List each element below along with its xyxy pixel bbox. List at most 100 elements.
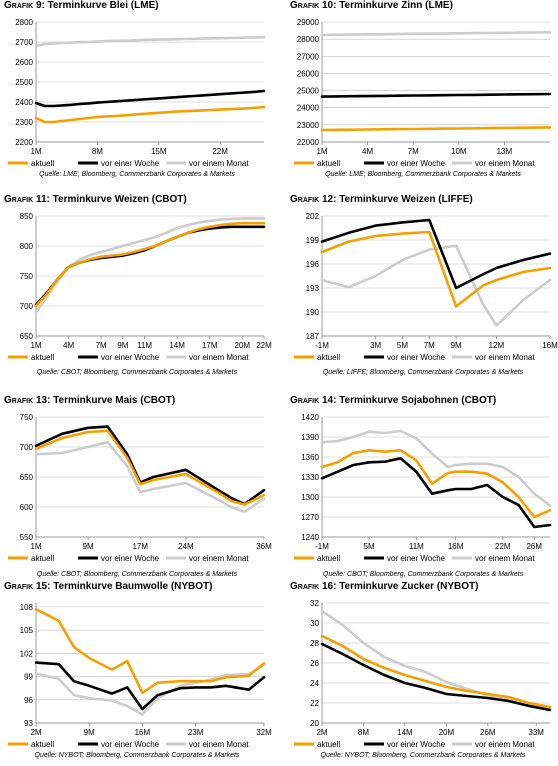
y-tick-label: 105 (20, 626, 34, 635)
series-line-monat (34, 35, 266, 48)
x-tick-label: 5M (364, 542, 375, 551)
y-tick-label: 202 (306, 212, 320, 221)
legend-label-woche: vor einer Woche (387, 554, 446, 563)
y-tick-label: 650 (20, 332, 34, 341)
x-tick-label: 36M (256, 542, 272, 551)
x-tick-label: 10M (451, 147, 467, 156)
y-tick-label: 700 (20, 302, 34, 311)
x-tick-label: 24M (178, 542, 194, 551)
panel-title: Grafik 11: Terminkurve Weizen (CBOT) (4, 194, 187, 205)
x-tick-label: 20M (235, 341, 251, 350)
chart-panel-weizen-liffe: Grafik 12: Terminkurve Weizen (LIFFE) 18… (288, 194, 558, 379)
x-tick-label: 7M (408, 147, 419, 156)
x-tick-label: 26M (526, 542, 542, 551)
y-tick-label: 1300 (301, 493, 319, 502)
source-note: Quelle: NYBOT; Bloomberg, Commerzbank Co… (320, 752, 526, 759)
x-tick-label: 17M (202, 341, 218, 350)
legend-label-monat: vor einem Monat (475, 554, 535, 563)
y-tick-label: 23000 (297, 121, 320, 130)
panel-heading: Terminkurve Sojabohnen (CBOT) (339, 395, 497, 406)
y-tick-label: 28 (310, 639, 319, 648)
y-tick-label: 29000 (297, 18, 320, 27)
series-line-aktuell (320, 634, 552, 709)
chart-panel-blei: Grafik 9: Terminkurve Blei (LME) 2200 230… (2, 0, 272, 185)
y-tick-label: 850 (20, 212, 34, 221)
series-line-monat (320, 30, 552, 37)
panel-number: Grafik 9: (4, 0, 45, 11)
line-chart: 20 22 24 26 28 30 32 2M 8M 14M 20M 26M 33M aktuell vor… (294, 599, 552, 749)
panel-heading: Terminkurve Mais (CBOT) (53, 395, 176, 406)
panel-title: Grafik 13: Terminkurve Mais (CBOT) (4, 395, 175, 406)
panel-number: Grafik 12: (290, 194, 337, 205)
x-tick-label: 1M (316, 147, 327, 156)
legend-label-aktuell: aktuell (317, 554, 340, 563)
y-tick-label: 2600 (15, 58, 33, 67)
x-tick-label: 1M (30, 542, 41, 551)
y-tick-label: 108 (20, 603, 34, 612)
y-tick-label: 22000 (297, 138, 320, 147)
x-tick-label: 23M (188, 728, 204, 737)
x-tick-label: 14M (169, 341, 185, 350)
y-tick-label: 22 (310, 699, 319, 708)
source-note: Quelle: LME; Bloomberg, Commerzbank Corp… (39, 171, 235, 178)
legend-label-monat: vor einem Monat (189, 554, 249, 563)
y-tick-label: 25000 (297, 87, 320, 96)
panel-heading: Terminkurve Zinn (LME) (339, 0, 453, 11)
panel-number: Grafik 14: (290, 395, 337, 406)
y-tick-label: 750 (20, 413, 34, 422)
panel-number: Grafik 16: (290, 581, 337, 592)
y-tick-label: 1240 (301, 533, 319, 542)
y-tick-label: 2700 (15, 38, 33, 47)
x-tick-label: 1M (30, 341, 41, 350)
legend-label-aktuell: aktuell (31, 159, 54, 168)
x-tick-label: 1M (30, 147, 41, 156)
source-note: Quelle: NYBOT; Bloomberg, Commerzbank Co… (34, 752, 240, 759)
y-tick-label: 26 (310, 659, 319, 668)
x-tick-label: 22M (256, 341, 272, 350)
y-tick-label: 1420 (301, 413, 319, 422)
chart-panel-sojabohnen: Grafik 14: Terminkurve Sojabohnen (CBOT)… (288, 395, 558, 580)
series-line-woche (320, 92, 552, 98)
legend-label-woche: vor einer Woche (101, 740, 160, 749)
series-line-aktuell (320, 126, 552, 132)
legend-label-woche: vor einer Woche (387, 353, 446, 362)
legend-label-aktuell: aktuell (31, 554, 54, 563)
y-tick-label: 1270 (301, 513, 319, 522)
panel-title: Grafik 16: Terminkurve Zucker (NYBOT) (290, 581, 478, 592)
chart-panel-zucker: Grafik 16: Terminkurve Zucker (NYBOT) 20… (288, 581, 558, 766)
x-tick-label: 26M (480, 728, 496, 737)
series-line-aktuell (34, 607, 266, 695)
x-tick-label: 9M (83, 542, 94, 551)
y-tick-label: 2800 (15, 18, 33, 27)
series-line-woche (34, 425, 266, 506)
panel-heading: Terminkurve Blei (LME) (47, 0, 159, 11)
x-tick-label: 8M (358, 728, 369, 737)
x-tick-label: 16M (448, 542, 464, 551)
panel-number: Grafik 13: (4, 395, 51, 406)
x-tick-label: 15M (151, 147, 167, 156)
series-line-aktuell (320, 230, 552, 308)
panel-title: Grafik 10: Terminkurve Zinn (LME) (290, 0, 453, 11)
series-line-woche (34, 89, 266, 108)
y-tick-label: 600 (20, 503, 34, 512)
panel-title: Grafik 9: Terminkurve Blei (LME) (4, 0, 159, 11)
y-tick-label: 27000 (297, 52, 320, 61)
y-tick-label: 2400 (15, 98, 33, 107)
x-tick-label: 14M (397, 728, 413, 737)
panel-heading: Terminkurve Weizen (CBOT) (52, 194, 187, 205)
x-tick-label: 4M (362, 147, 373, 156)
series-line-woche (34, 661, 266, 711)
chart-panel-weizen-cbot: Grafik 11: Terminkurve Weizen (CBOT) 650… (2, 194, 272, 379)
y-tick-label: 700 (20, 443, 34, 452)
legend-label-woche: vor einer Woche (387, 159, 446, 168)
legend-label-woche: vor einer Woche (101, 159, 160, 168)
legend-label-aktuell: aktuell (317, 353, 340, 362)
x-tick-label: 9M (117, 341, 128, 350)
x-tick-label: -1M (315, 341, 329, 350)
y-tick-label: 187 (306, 332, 320, 341)
x-tick-label: 12M (489, 341, 505, 350)
x-tick-label: 13M (497, 147, 513, 156)
x-tick-label: 22M (495, 542, 511, 551)
series-line-aktuell (34, 105, 266, 124)
x-tick-label: 4M (63, 341, 74, 350)
